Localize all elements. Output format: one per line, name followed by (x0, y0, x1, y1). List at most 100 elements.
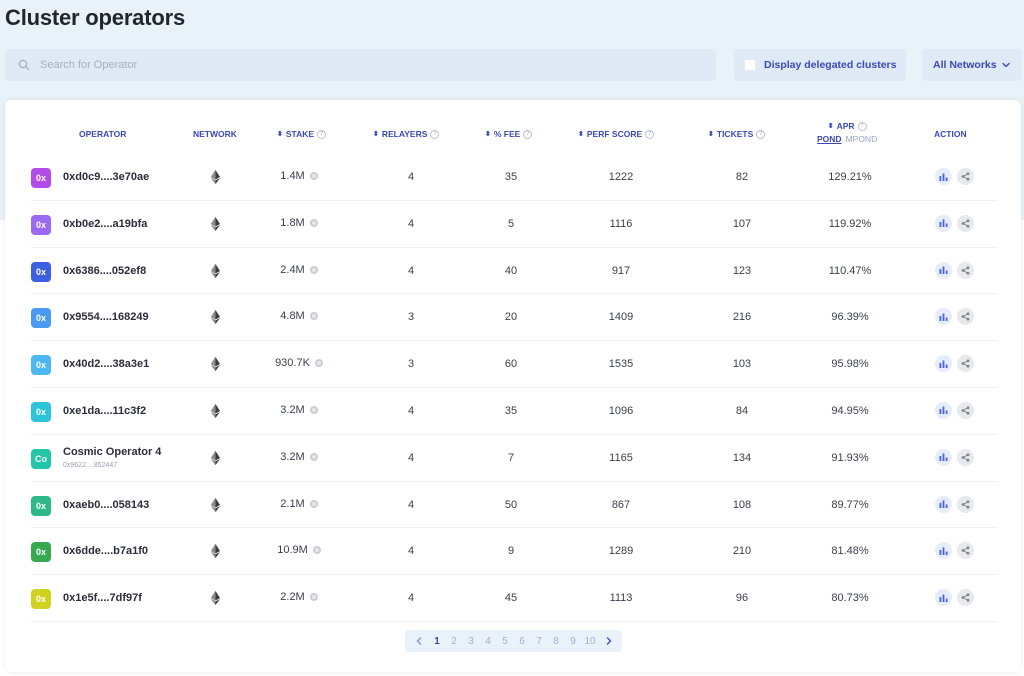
share-icon[interactable] (957, 168, 974, 185)
header-tickets[interactable]: ⬍ TICKETS? (708, 129, 766, 139)
delegated-checkbox[interactable] (744, 59, 756, 71)
tickets-cell: 123 (732, 264, 752, 277)
tickets-cell: 96 (735, 592, 749, 605)
search-bar[interactable] (5, 49, 716, 81)
delegated-label: Display delegated clusters (764, 59, 897, 71)
pond-coin-icon (309, 172, 318, 180)
operator-name[interactable]: 0x6386....052ef8 (63, 264, 147, 277)
share-icon[interactable] (957, 308, 974, 326)
operator-name[interactable]: 0x6dde....b7a1f0 (63, 545, 148, 558)
share-icon[interactable] (957, 355, 974, 373)
prev-page-button[interactable] (409, 636, 429, 646)
table-row[interactable]: 0x 0xe1da....11c3f2 3.2M 4 35 1096 84 94.95% (31, 388, 997, 435)
stake-value: 2.4M (280, 263, 305, 276)
header-perf-score[interactable]: ⬍ PERF SCORE? (578, 129, 655, 139)
tickets-cell: 134 (732, 451, 752, 464)
apr-mpond-toggle[interactable]: MPond (845, 134, 878, 144)
apr-cell: 80.73% (831, 592, 869, 605)
fee-cell: 5 (507, 217, 515, 230)
apr-cell: 129.21% (828, 171, 872, 183)
operator-avatar: 0x (31, 308, 51, 329)
help-icon[interactable]: ? (523, 129, 533, 139)
share-icon[interactable] (957, 261, 974, 279)
chart-icon[interactable] (935, 168, 952, 185)
table-row[interactable]: 0x 0xd0c9....3e70ae 1.4M 4 35 1222 82 129.21% (31, 154, 997, 201)
perf-score-cell: 1165 (609, 451, 633, 464)
header-relayers[interactable]: ⬍ RELAYERS? (373, 129, 440, 139)
chart-icon[interactable] (935, 308, 952, 326)
tickets-cell: 82 (735, 171, 749, 183)
chart-icon[interactable] (935, 355, 952, 373)
network-dropdown[interactable]: All Networks (922, 49, 1022, 81)
chart-icon[interactable] (935, 401, 952, 419)
header-apr[interactable]: ⬍ APR? POND MPond (817, 121, 878, 144)
operator-address: 0x9622....852447 (63, 461, 118, 469)
page-number-button[interactable]: 6 (519, 635, 525, 647)
chart-icon[interactable] (935, 589, 952, 607)
table-row[interactable]: Co Cosmic Operator 4 0x9622....852447 3.2M 4… (31, 435, 997, 482)
page-number-button[interactable]: 9 (570, 635, 576, 647)
share-icon[interactable] (957, 589, 974, 607)
share-icon[interactable] (957, 448, 974, 466)
pond-coin-icon (314, 359, 323, 368)
page-number-button[interactable]: 3 (468, 635, 474, 647)
operator-name[interactable]: 0x9554....168249 (63, 311, 149, 324)
page-number-button[interactable]: 7 (536, 635, 542, 647)
sort-icon: ⬍ (827, 123, 834, 130)
apr-cell: 89.77% (831, 498, 869, 511)
share-icon[interactable] (957, 495, 974, 513)
chart-icon[interactable] (935, 495, 952, 513)
table-row[interactable]: 0x 0xb0e2....a19bfa 1.8M 4 5 1116 107 119.92% (31, 201, 997, 248)
header-stake[interactable]: ⬍ STAKE? (277, 129, 327, 139)
page-number-button[interactable]: 10 (584, 635, 596, 647)
help-icon[interactable]: ? (317, 129, 327, 139)
share-icon[interactable] (957, 401, 974, 419)
chart-icon[interactable] (935, 542, 952, 560)
help-icon[interactable]: ? (430, 129, 440, 139)
page-number-button[interactable]: 5 (502, 635, 508, 647)
chart-icon[interactable] (935, 261, 952, 279)
operator-name[interactable]: 0x1e5f....7df97f (63, 592, 142, 605)
operator-name[interactable]: 0xd0c9....3e70ae (63, 171, 150, 183)
page-number-button[interactable]: 1 (434, 635, 440, 647)
stake-cell: 10.9M (259, 544, 339, 556)
page-number-button[interactable]: 8 (553, 635, 559, 647)
perf-score-cell: 867 (611, 498, 631, 511)
search-input[interactable] (40, 59, 680, 71)
help-icon[interactable]: ? (645, 129, 655, 139)
operator-name[interactable]: 0x40d2....38a3e1 (63, 358, 150, 371)
chevron-down-icon (1001, 60, 1011, 70)
page-number-button[interactable]: 4 (485, 635, 491, 647)
stake-value: 3.2M (280, 450, 305, 463)
operator-name[interactable]: 0xaeb0....058143 (63, 498, 150, 511)
apr-cell: 81.48% (831, 545, 869, 558)
table-row[interactable]: 0x 0x1e5f....7df97f 2.2M 4 45 1113 96 80.73% (31, 575, 997, 622)
share-icon[interactable] (957, 542, 974, 560)
delegated-clusters-toggle[interactable]: Display delegated clusters (734, 49, 906, 81)
table-row[interactable]: 0x 0x9554....168249 4.8M 3 20 1409 216 96.39% (31, 294, 997, 342)
share-icon[interactable] (957, 214, 974, 232)
chart-icon[interactable] (935, 448, 952, 466)
operator-name[interactable]: Cosmic Operator 4 (63, 445, 162, 458)
perf-score-cell: 917 (611, 264, 631, 277)
operator-name[interactable]: 0xe1da....11c3f2 (63, 404, 147, 417)
operator-avatar: Co (31, 448, 51, 469)
relayers-cell: 4 (407, 404, 415, 417)
help-icon[interactable]: ? (756, 129, 766, 139)
apr-cell: 96.39% (831, 311, 869, 324)
operator-name[interactable]: 0xb0e2....a19bfa (63, 217, 148, 230)
next-page-button[interactable] (599, 636, 619, 646)
fee-cell: 35 (504, 171, 518, 183)
help-icon[interactable]: ? (857, 121, 867, 131)
pond-coin-icon (309, 265, 318, 274)
table-row[interactable]: 0x 0x6386....052ef8 2.4M 4 40 917 123 110.47% (31, 248, 997, 295)
page-number-button[interactable]: 2 (451, 635, 457, 647)
chart-icon[interactable] (935, 214, 952, 232)
table-row[interactable]: 0x 0x40d2....38a3e1 930.7K 3 60 1535 103 95.98% (31, 341, 997, 388)
stake-value: 3.2M (280, 403, 305, 416)
apr-pond-toggle[interactable]: POND (817, 134, 842, 144)
table-row[interactable]: 0x 0xaeb0....058143 2.1M 4 50 867 108 89.77% (31, 482, 997, 529)
table-row[interactable]: 0x 0x6dde....b7a1f0 10.9M 4 9 1289 210 81.48% (31, 528, 997, 576)
relayers-cell: 4 (407, 264, 415, 277)
header-fee[interactable]: ⬍% FEE? (485, 129, 533, 139)
